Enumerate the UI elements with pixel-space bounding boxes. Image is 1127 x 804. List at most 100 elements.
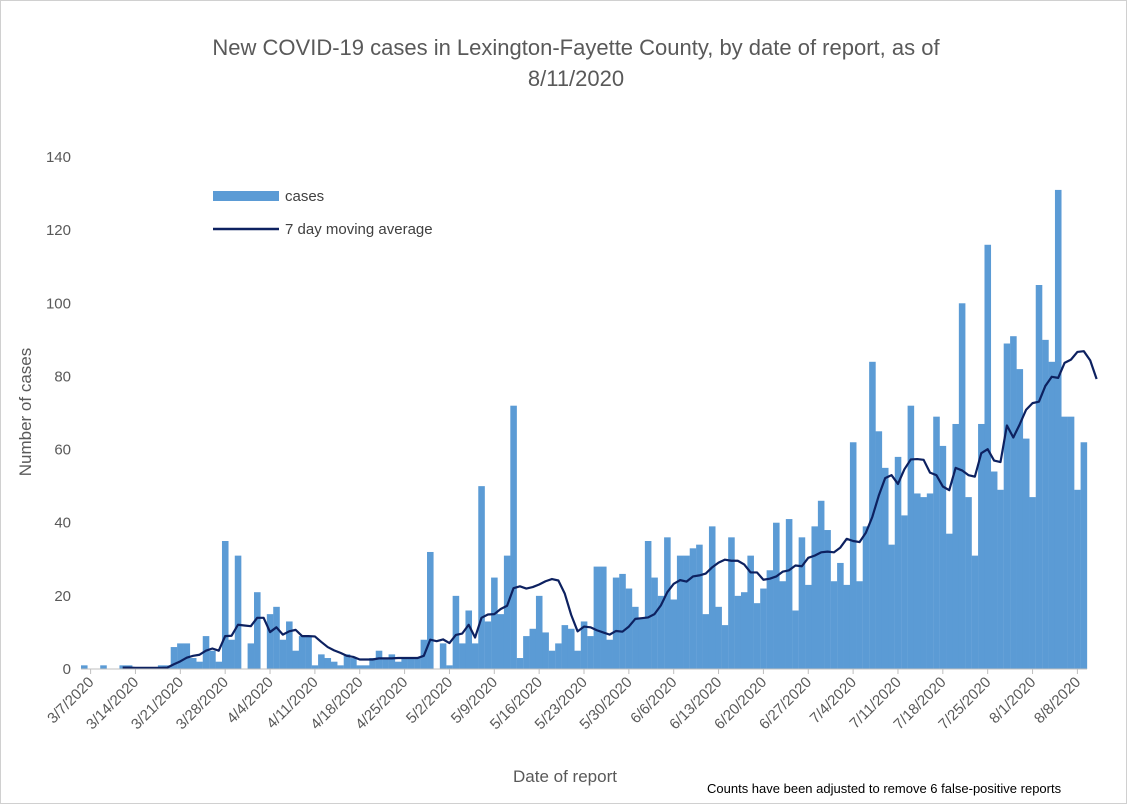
cases-bar [491, 577, 498, 669]
cases-bar [286, 621, 293, 669]
cases-bar [382, 658, 389, 669]
cases-bar [555, 643, 562, 669]
cases-bar [933, 416, 940, 669]
legend-swatch-cases [213, 191, 279, 201]
cases-bar [824, 530, 831, 669]
cases-bar [612, 577, 620, 669]
cases-bar [221, 541, 229, 669]
cases-bar [676, 555, 684, 669]
cases-bar [228, 639, 235, 669]
cases-bar [817, 500, 825, 669]
cases-bar [356, 665, 364, 669]
cases-bar [177, 643, 184, 669]
cases-bar [394, 661, 402, 669]
cases-bar [510, 405, 517, 669]
cases-bar [183, 643, 191, 669]
cases-bar [785, 519, 793, 669]
cases-bar [452, 595, 460, 669]
cases-bar [580, 621, 588, 669]
cases-bar [369, 658, 376, 669]
cases-bar [965, 497, 972, 669]
cases-bar [926, 493, 934, 669]
cases-bar [683, 555, 690, 669]
cases-bar [811, 526, 819, 669]
cases-bar [535, 595, 543, 669]
cases-bar [946, 533, 953, 669]
cases-bar [849, 442, 857, 669]
cases-bar [1010, 336, 1017, 669]
cases-bar [958, 303, 966, 669]
cases-bar [471, 643, 479, 669]
cases-bar [350, 658, 357, 669]
y-tick-label: 100 [46, 295, 71, 312]
cases-bar [292, 650, 300, 669]
cases-bar [542, 632, 549, 669]
cases-bar [875, 431, 883, 669]
cases-bar [830, 581, 838, 669]
cases-bar [632, 606, 639, 669]
cases-bar [606, 639, 613, 669]
cases-bar [984, 244, 992, 669]
cases-bar [708, 526, 716, 669]
cases-bar [516, 658, 524, 669]
cases-bar [1022, 438, 1030, 669]
cases-bar [971, 555, 979, 669]
y-tick-label: 20 [54, 588, 71, 605]
cases-bar [625, 588, 633, 669]
chart-title-line1: New COVID-19 cases in Lexington-Fayette … [212, 35, 940, 60]
y-tick-label: 140 [46, 149, 71, 166]
cases-bar [548, 650, 556, 669]
cases-bar [664, 537, 671, 669]
x-axis-ticks: 3/7/20203/14/20203/21/20203/28/20204/4/2… [44, 669, 1084, 733]
cases-bar [459, 643, 466, 669]
cases-bar [651, 577, 658, 669]
cases-bar [715, 606, 722, 669]
cases-bar [100, 665, 107, 669]
cases-bar [990, 471, 998, 669]
cases-bar [375, 650, 383, 669]
cases-bar [337, 665, 344, 669]
cases-bar [407, 658, 415, 669]
cases-bar [657, 595, 665, 669]
cases-bar [1054, 189, 1062, 669]
cases-bar [529, 628, 537, 669]
cases-bar [721, 625, 729, 669]
cases-bar [1074, 489, 1081, 669]
cases-bar [1042, 339, 1049, 669]
y-axis-ticks: 0 20 40 60 80 100 120 140 [46, 149, 71, 678]
cases-bar [503, 555, 511, 669]
cases-bar [298, 636, 306, 669]
legend-label-average: 7 day moving average [285, 221, 433, 238]
cases-bar [189, 658, 197, 669]
cases-bar [907, 405, 915, 669]
cases-bar [1035, 285, 1043, 669]
cases-bar [702, 614, 710, 669]
cases-bar [760, 588, 767, 669]
cases-bar [305, 636, 312, 669]
cases-bar [215, 661, 223, 669]
cases-bar [388, 654, 396, 669]
cases-bars [81, 189, 1088, 669]
cases-bar [779, 581, 786, 669]
cases-bar [81, 665, 88, 669]
cases-bar [202, 636, 210, 669]
cases-bar [574, 650, 581, 669]
cases-bar [753, 603, 761, 669]
y-tick-label: 120 [46, 222, 71, 239]
cases-bar [920, 497, 927, 669]
chart-title-line2: 8/11/2020 [528, 66, 624, 91]
cases-bar [689, 548, 697, 669]
cases-bar [939, 445, 947, 669]
y-tick-label: 40 [54, 515, 71, 532]
x-tick-label: 8/1/2020 [986, 674, 1039, 727]
cases-bar [484, 621, 492, 669]
cases-bar [362, 665, 370, 669]
y-axis-title: Number of cases [16, 348, 35, 477]
x-tick-label: 8/8/2020 [1031, 674, 1084, 727]
cases-bar [1016, 369, 1024, 669]
cases-bar [1003, 343, 1011, 669]
cases-bar [279, 639, 287, 669]
cases-bar [773, 522, 780, 669]
cases-bar [740, 592, 748, 669]
